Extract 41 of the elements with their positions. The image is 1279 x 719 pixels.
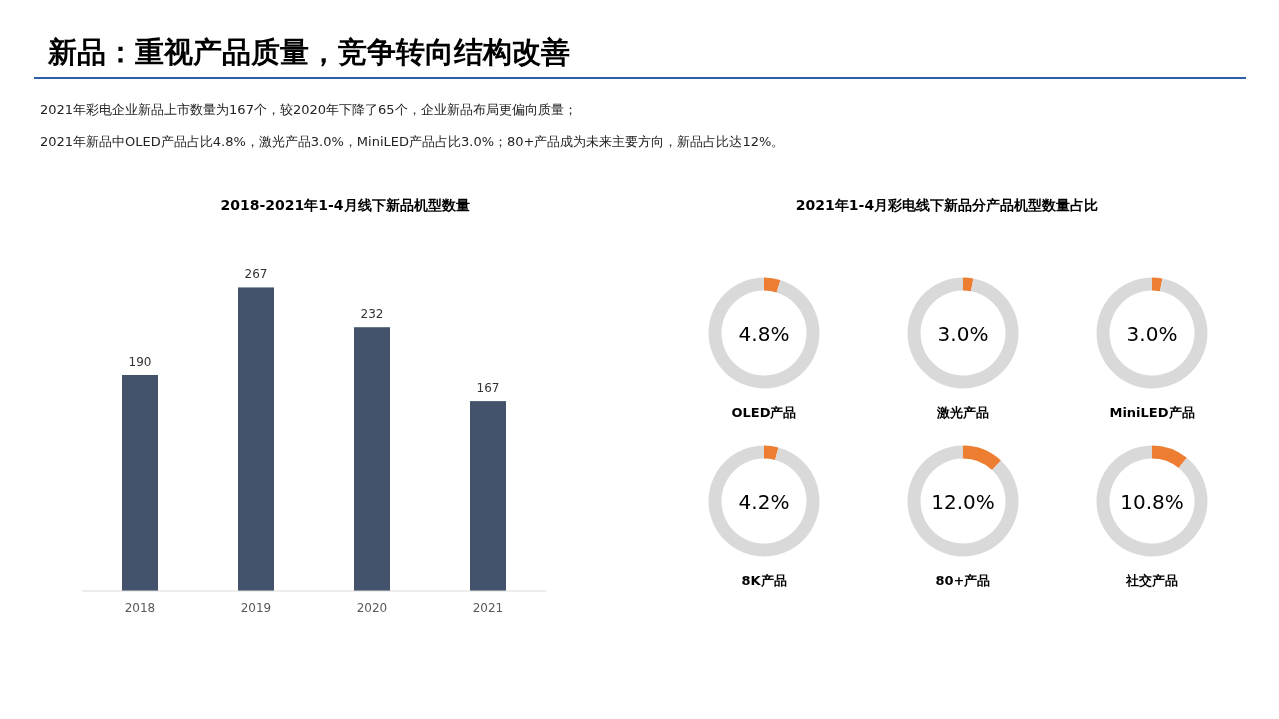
- data-label: 167: [476, 381, 500, 396]
- donut-slice: [963, 445, 1001, 471]
- text: MiniLED产品: [1109, 405, 1195, 420]
- data-label: 190: [128, 354, 152, 369]
- text: 4.8%: [738, 322, 790, 346]
- bar: [122, 374, 158, 591]
- x-tick-label: 2021: [472, 601, 504, 615]
- text: 新品：重视产品质量，竞争转向结构改善: [47, 35, 570, 69]
- donut-slice: [1096, 445, 1208, 557]
- bar: [470, 401, 506, 591]
- donut-slice: [764, 445, 779, 460]
- donut-slice: [1152, 277, 1163, 292]
- chart-title: 2018-2021年1-4月线下新品机型数量: [220, 197, 470, 213]
- text: 2021年彩电企业新品上市数量为167个，较2020年下降了65个，企业新品布局更偏向质量；: [40, 102, 577, 117]
- text: 10.8%: [1120, 490, 1184, 514]
- donut-slice: [708, 445, 820, 557]
- text: 激光产品: [936, 405, 989, 420]
- data-label: 267: [244, 267, 268, 282]
- bar: [238, 287, 274, 591]
- text: 3.0%: [937, 322, 989, 346]
- donut-slice: [1096, 277, 1208, 389]
- donut-slice: [907, 277, 1019, 389]
- text: OLED产品: [731, 405, 797, 420]
- text: 4.2%: [738, 490, 790, 514]
- text: 80+产品: [935, 573, 991, 588]
- donut-slice: [764, 277, 781, 293]
- donut-slice: [963, 277, 974, 292]
- x-tick-label: 2020: [356, 601, 388, 615]
- text: 2021年新品中OLED产品占比4.8%，激光产品3.0%，MiniLED产品占比3.0%；80+产品成为未来主要方向，新品占比达12%。: [40, 134, 785, 149]
- text: 8K产品: [741, 573, 787, 588]
- bar: [354, 327, 390, 591]
- donut-slice: [708, 277, 820, 389]
- text: 12.0%: [931, 490, 995, 514]
- x-tick-label: 2019: [240, 601, 272, 615]
- data-label: 232: [360, 307, 384, 322]
- x-tick-label: 2018: [124, 601, 156, 615]
- donut-slice: [907, 445, 1019, 557]
- donut-slice: [1152, 445, 1187, 468]
- text: 社交产品: [1125, 573, 1178, 588]
- text: 2021年1-4月彩电线下新品分产品机型数量占比: [795, 197, 1099, 213]
- text: 3.0%: [1126, 322, 1178, 346]
